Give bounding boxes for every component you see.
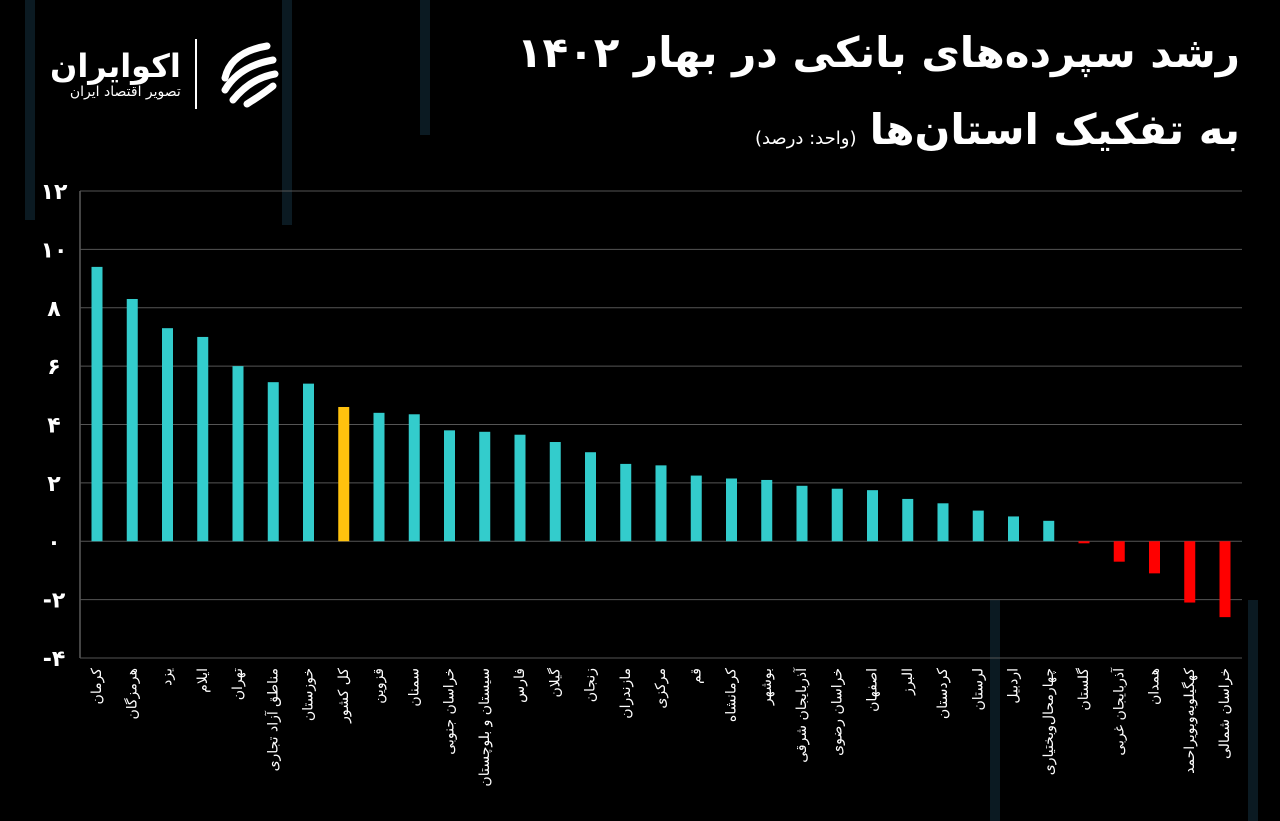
y-tick-label: ۰ xyxy=(47,530,60,555)
y-tick-label: ۱۲ xyxy=(41,180,68,205)
x-tick-label: مرکزی xyxy=(653,668,669,709)
bar xyxy=(1219,541,1231,618)
x-tick-label: خراسان جنوبی xyxy=(442,668,458,755)
bar xyxy=(549,442,561,542)
chart-unit: (واحد: درصد) xyxy=(754,128,857,149)
x-tick-label: مناطق آزاد تجاری xyxy=(264,668,281,771)
x-tick-label: چهارمحال‌وبختیاری xyxy=(1041,668,1057,775)
logo-divider xyxy=(194,39,197,109)
bar xyxy=(91,266,103,542)
bar xyxy=(1043,520,1055,542)
bar xyxy=(408,414,420,542)
x-tick-label: خوزستان xyxy=(301,668,317,721)
y-tick-label: ۶ xyxy=(47,355,60,380)
y-tick-label: ۸ xyxy=(47,297,61,322)
x-tick-label: البرز xyxy=(900,668,916,696)
x-tick-label: سمنان xyxy=(406,668,422,707)
x-tick-label: یزد xyxy=(160,668,176,686)
x-tick-label: بوشهر xyxy=(759,668,775,706)
y-tick-label: ۱۰ xyxy=(41,238,68,263)
x-tick-label: همدان xyxy=(1147,668,1163,705)
bar xyxy=(690,475,702,542)
bar xyxy=(1149,541,1160,574)
chart-title: رشد سپرده‌های بانکی در بهار ۱۴۰۲ xyxy=(516,28,1240,77)
x-tick-label: آذربایجان شرقی xyxy=(793,667,810,763)
bar xyxy=(373,412,385,542)
bar xyxy=(937,503,949,542)
y-tick-label: ۴ xyxy=(47,414,60,439)
bar xyxy=(1008,516,1019,542)
bar xyxy=(444,430,455,542)
x-tick-label: قزوین xyxy=(371,668,387,704)
y-tick-label: ۲ xyxy=(47,472,61,497)
bar xyxy=(267,382,279,542)
logo: اکوایران تصویر اقتصاد ایران xyxy=(50,38,283,110)
bar xyxy=(1184,541,1196,603)
x-tick-label: اصفهان xyxy=(865,668,881,712)
bar xyxy=(867,490,878,542)
x-tick-label: ایلام xyxy=(195,668,211,693)
x-tick-label: قم xyxy=(688,668,704,684)
bar xyxy=(620,463,632,542)
x-tick-label: زنجان xyxy=(583,668,599,702)
x-tick-label: آذربایجان غربی xyxy=(1110,667,1127,756)
x-tick-label: کل کشور xyxy=(336,668,352,724)
bar xyxy=(197,336,209,542)
chart-subtitle: به تفکیک استان‌ها xyxy=(869,105,1240,154)
bar xyxy=(902,498,914,542)
x-tick-label: لرستان xyxy=(970,668,986,711)
x-tick-label: تهران xyxy=(230,668,246,700)
bar xyxy=(126,298,138,542)
x-tick-label: مازندران xyxy=(618,668,634,719)
bar xyxy=(972,510,984,542)
y-tick-label: -۴ xyxy=(43,647,66,672)
x-tick-label: کردستان xyxy=(935,668,951,719)
x-tick-label: هرمزگان xyxy=(123,668,140,720)
bar xyxy=(303,383,314,542)
bar xyxy=(726,478,737,542)
x-tick-label: سیستان و بلوچستان xyxy=(477,668,493,787)
bar xyxy=(585,452,596,542)
bar xyxy=(232,366,244,542)
x-tick-label: کرمانشاه xyxy=(724,668,740,722)
bar xyxy=(761,479,773,542)
bar xyxy=(338,406,350,542)
x-tick-label: گلستان xyxy=(1075,668,1092,711)
bar xyxy=(1078,541,1090,544)
x-tick-label: کرمان xyxy=(89,668,105,705)
bar xyxy=(796,485,808,542)
x-tick-label: اردبیل xyxy=(1006,668,1022,704)
y-tick-label: -۲ xyxy=(43,589,66,614)
x-tick-label: کهگیلویه‌وبویراحمد xyxy=(1181,668,1198,774)
logo-tagline: تصویر اقتصاد ایران xyxy=(69,84,181,100)
bar xyxy=(831,488,843,542)
logo-name: اکوایران xyxy=(50,47,181,85)
bar xyxy=(655,465,667,542)
x-tick-label: خراسان رضوی xyxy=(829,668,845,756)
bar xyxy=(162,328,173,542)
logo-mark-icon xyxy=(221,42,279,108)
x-tick-label: گیلان xyxy=(546,668,563,698)
x-tick-label: فارس xyxy=(512,668,528,703)
bar xyxy=(479,431,491,542)
bar xyxy=(1113,541,1125,562)
bar xyxy=(514,434,526,542)
x-tick-label: خراسان شمالی xyxy=(1217,668,1233,759)
